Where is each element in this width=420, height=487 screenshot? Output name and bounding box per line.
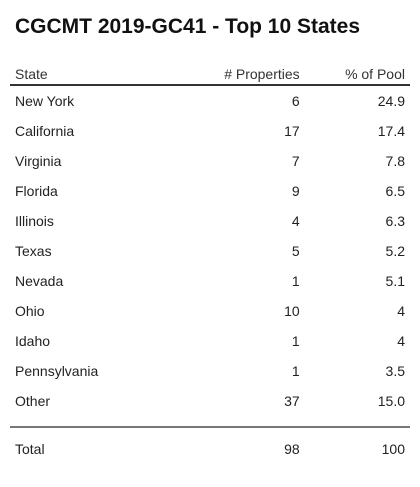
state-cell: Nevada — [15, 273, 64, 289]
column-header-pool: % of Pool — [304, 64, 410, 86]
spacer-cell — [10, 416, 410, 427]
pool-cell: 6.5 — [385, 183, 405, 199]
properties-cell: 1 — [291, 363, 300, 379]
properties-cell: 9 — [291, 183, 300, 199]
pool-cell: 5.2 — [385, 243, 405, 259]
total-pool: 100 — [304, 426, 410, 470]
state-cell: Illinois — [15, 213, 54, 229]
table-row: Other 37 15.0 — [10, 386, 410, 416]
properties-cell: 1 — [291, 333, 300, 349]
total-label: Total — [10, 426, 180, 470]
state-cell: New York — [15, 93, 75, 109]
state-cell: Idaho — [15, 333, 51, 349]
properties-cell: 17 — [284, 123, 300, 139]
properties-cell: 6 — [291, 93, 300, 109]
pool-cell: 24.9 — [377, 93, 405, 109]
pool-cell: 17.4 — [377, 123, 405, 139]
page-title: CGCMT 2019-GC41 - Top 10 States — [15, 15, 361, 38]
pool-cell: 4 — [397, 303, 405, 319]
table-row: California 17 17.4 — [10, 116, 410, 146]
table-row: Ohio 10 4 — [10, 296, 410, 326]
properties-cell: 37 — [284, 393, 300, 409]
state-cell: California — [15, 123, 75, 139]
state-cell: Other — [15, 393, 51, 409]
table-row: Virginia 7 7.8 — [10, 146, 410, 176]
table-row: Texas 5 5.2 — [10, 236, 410, 266]
total-row: Total 98 100 — [10, 426, 410, 470]
table-row: New York 6 24.9 — [10, 85, 410, 116]
total-properties: 98 — [179, 426, 305, 470]
properties-cell: 5 — [291, 243, 300, 259]
properties-cell: 1 — [291, 273, 300, 289]
header-row: State # Properties % of Pool — [10, 64, 410, 86]
top-states-table: State # Properties % of Pool New York 6 … — [10, 64, 410, 470]
state-cell: Florida — [15, 183, 58, 199]
state-cell: Virginia — [15, 153, 62, 169]
properties-cell: 10 — [284, 303, 300, 319]
table-row: Idaho 1 4 — [10, 326, 410, 356]
pool-cell: 4 — [397, 333, 405, 349]
state-cell: Texas — [15, 243, 52, 259]
table-row: Illinois 4 6.3 — [10, 206, 410, 236]
pool-cell: 5.1 — [385, 273, 405, 289]
pool-cell: 6.3 — [385, 213, 405, 229]
state-cell: Ohio — [15, 303, 45, 319]
pool-cell: 7.8 — [385, 153, 405, 169]
column-header-properties: # Properties — [179, 64, 305, 86]
spacer-row — [10, 416, 410, 427]
state-cell: Pennsylvania — [15, 363, 99, 379]
pool-cell: 3.5 — [385, 363, 405, 379]
pool-cell: 15.0 — [377, 393, 405, 409]
table-row: Nevada 1 5.1 — [10, 266, 410, 296]
table-row: Pennsylvania 1 3.5 — [10, 356, 410, 386]
column-header-state: State — [10, 64, 180, 86]
table-body: New York 6 24.9 California 17 17.4 Virgi… — [10, 85, 410, 427]
properties-cell: 4 — [291, 213, 300, 229]
properties-cell: 7 — [291, 153, 300, 169]
table-header: State # Properties % of Pool — [10, 64, 410, 86]
table-row: Florida 9 6.5 — [10, 176, 410, 206]
table-footer: Total 98 100 — [10, 426, 410, 470]
